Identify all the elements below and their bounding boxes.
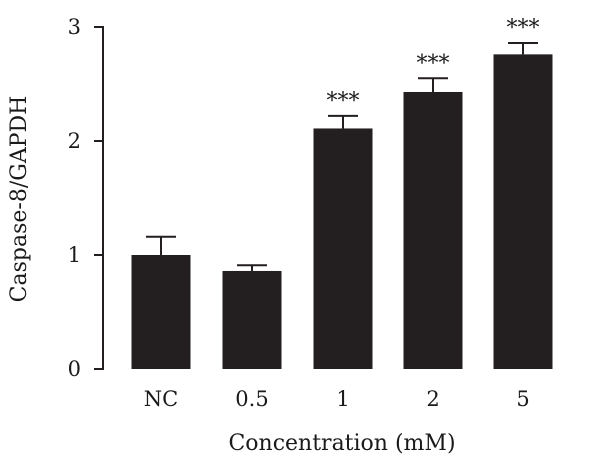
bar-0.5 — [222, 270, 282, 369]
y-tick-label: 2 — [68, 129, 81, 153]
y-tick-label: 1 — [68, 243, 81, 267]
x-tick-label: 2 — [426, 387, 439, 411]
y-tick-label: 3 — [68, 15, 81, 39]
y-ticks: 0 1 2 3 — [68, 15, 103, 381]
x-axis-title: Concentration (mM) — [228, 431, 455, 456]
y-axis-title: Caspase-8/GAPDH — [7, 96, 32, 303]
significance-layer: *** *** *** — [327, 16, 540, 114]
x-tick-label: 5 — [516, 387, 529, 411]
significance-label: *** — [327, 89, 360, 114]
y-tick-label: 0 — [68, 357, 81, 381]
error-bars-layer — [146, 41, 538, 271]
bar-5 — [493, 54, 553, 370]
bar-1 — [313, 128, 373, 369]
significance-label: *** — [507, 16, 540, 41]
bar-NC — [131, 255, 191, 369]
x-tick-label: NC — [144, 387, 178, 411]
x-ticks: NC 0.5 1 2 5 — [144, 387, 530, 411]
x-tick-label: 1 — [336, 387, 349, 411]
significance-label: *** — [417, 51, 450, 76]
bars-layer — [131, 54, 553, 370]
x-tick-label: 0.5 — [235, 387, 268, 411]
bar-2 — [403, 91, 463, 369]
